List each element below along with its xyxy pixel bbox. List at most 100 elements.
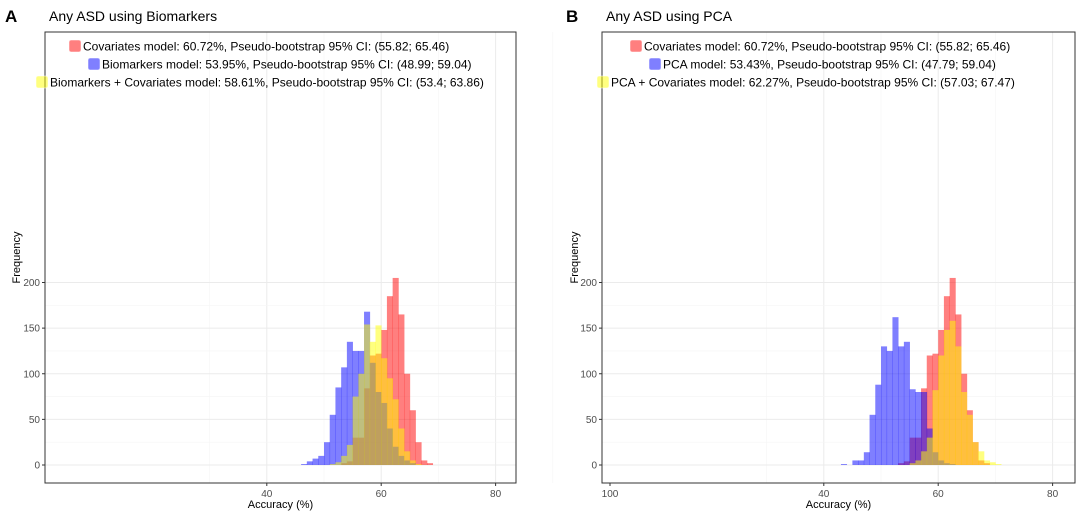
y-axis-label: Frequency bbox=[569, 231, 581, 283]
legend: Covariates model: 60.72%, Pseudo-bootstr… bbox=[35, 39, 484, 90]
histogram-bar bbox=[409, 410, 416, 465]
plot-area bbox=[602, 32, 1075, 483]
y-tick-label: 50 bbox=[586, 415, 598, 426]
legend-label: Covariates model: 60.72%, Pseudo-bootstr… bbox=[644, 40, 1010, 54]
histogram-bar bbox=[863, 452, 870, 465]
histogram-bar bbox=[881, 346, 888, 466]
histogram-bar bbox=[840, 464, 848, 465]
histogram-bar bbox=[926, 437, 933, 466]
histogram-bar bbox=[398, 428, 405, 465]
histogram-bar bbox=[329, 464, 336, 465]
legend-swatch bbox=[596, 75, 610, 89]
histogram-bar bbox=[415, 442, 422, 465]
histogram-bar bbox=[398, 314, 405, 465]
x-tick-label: 80 bbox=[1047, 489, 1059, 500]
legend-label: Covariates model: 60.72%, Pseudo-bootstr… bbox=[83, 40, 449, 54]
x-tick-label: 80 bbox=[490, 489, 502, 500]
histogram-bar bbox=[869, 414, 876, 465]
histogram-bar bbox=[404, 451, 411, 465]
histogram-bar bbox=[375, 325, 382, 465]
x-axis-label: Accuracy (%) bbox=[248, 499, 313, 511]
panel-a: A Any ASD using Biomarkers 40 60 80 100 0 50 100… bbox=[5, 7, 619, 511]
histogram-bar bbox=[358, 373, 365, 465]
x-tick-label: 60 bbox=[933, 489, 945, 500]
histogram-bar bbox=[341, 455, 348, 466]
panel-b: B Any ASD using PCA 40 60 80 100 0 50 100 150 200 A… bbox=[566, 7, 1076, 511]
y-tick-label: 100 bbox=[580, 369, 597, 380]
y-tick-label: 0 bbox=[34, 461, 40, 472]
series-biomarkers-covariates bbox=[329, 324, 422, 466]
histogram-bar bbox=[404, 373, 411, 465]
panel-label: A bbox=[5, 7, 17, 26]
histogram-bar bbox=[949, 320, 956, 465]
plot-area bbox=[45, 32, 516, 483]
histogram-bar bbox=[978, 451, 985, 465]
y-tick-label: 0 bbox=[591, 461, 597, 472]
y-tick-label: 100 bbox=[23, 369, 40, 380]
y-axis-label: Frequency bbox=[11, 231, 23, 283]
histogram-bar bbox=[364, 324, 371, 465]
legend-swatch bbox=[68, 39, 82, 53]
histogram-bar bbox=[386, 378, 393, 465]
histogram-bar bbox=[352, 396, 359, 465]
histogram-bar bbox=[995, 464, 1002, 465]
legend-swatch bbox=[35, 75, 49, 89]
histogram-bar bbox=[932, 390, 939, 465]
histogram-bar bbox=[921, 451, 928, 465]
histogram-bar bbox=[335, 387, 342, 465]
histogram-bar bbox=[392, 277, 399, 465]
histogram-bar bbox=[938, 355, 945, 465]
histogram-bar bbox=[392, 399, 399, 465]
histogram-bar bbox=[915, 392, 922, 465]
histogram-bar bbox=[915, 460, 922, 465]
histogram-bar bbox=[898, 346, 905, 466]
histogram-bar bbox=[381, 358, 388, 465]
histogram-bar bbox=[909, 389, 916, 465]
legend: Covariates model: 60.72%, Pseudo-bootstr… bbox=[596, 39, 1015, 90]
y-tick-label: 200 bbox=[580, 278, 597, 289]
y-tick-label: 200 bbox=[23, 278, 40, 289]
legend-swatch bbox=[629, 39, 643, 53]
histogram-bar bbox=[892, 317, 899, 465]
x-axis-label: Accuracy (%) bbox=[806, 499, 871, 511]
series-pca-covariates bbox=[909, 320, 1002, 466]
plot-frame bbox=[44, 31, 517, 484]
histogram-bar bbox=[318, 455, 325, 466]
histogram-bar bbox=[409, 460, 416, 465]
grid bbox=[45, 32, 611, 483]
histogram-bar bbox=[346, 444, 353, 465]
x-tick-label: 60 bbox=[376, 489, 388, 500]
histogram-bar bbox=[955, 346, 962, 466]
x-tick-label: 40 bbox=[818, 489, 830, 500]
y-tick-label: 150 bbox=[580, 324, 597, 335]
histogram-bar bbox=[966, 414, 973, 465]
histogram-bar bbox=[926, 355, 933, 465]
legend-label: PCA model: 53.43%, Pseudo-bootstrap 95% … bbox=[663, 58, 996, 72]
histogram-bar bbox=[335, 462, 342, 465]
histogram-bar bbox=[886, 350, 893, 465]
legend-swatch bbox=[87, 57, 101, 71]
histogram-bar bbox=[421, 460, 428, 465]
chart-title: Any ASD using PCA bbox=[606, 8, 733, 24]
histogram-bar bbox=[329, 414, 336, 465]
histogram-bar bbox=[972, 442, 979, 465]
panel-label: B bbox=[566, 7, 578, 26]
y-tick-label: 50 bbox=[29, 415, 41, 426]
histogram-bar bbox=[426, 463, 434, 465]
histogram-bar bbox=[852, 460, 859, 465]
chart-title: Any ASD using Biomarkers bbox=[49, 8, 217, 24]
histogram-bar bbox=[961, 392, 968, 465]
histogram-bar bbox=[921, 392, 928, 465]
histogram-bar bbox=[903, 341, 910, 465]
histogram-bar bbox=[324, 442, 331, 465]
histogram-bar bbox=[341, 367, 348, 465]
legend-label: Biomarkers model: 53.95%, Pseudo-bootstr… bbox=[102, 58, 472, 72]
histogram-bar bbox=[346, 341, 353, 465]
y-tick-label: 150 bbox=[23, 324, 40, 335]
plot-frame bbox=[601, 31, 1076, 484]
histogram-bar bbox=[875, 384, 882, 465]
histogram-bar bbox=[312, 458, 319, 465]
grid bbox=[602, 32, 1075, 483]
histogram-bar bbox=[306, 461, 313, 465]
